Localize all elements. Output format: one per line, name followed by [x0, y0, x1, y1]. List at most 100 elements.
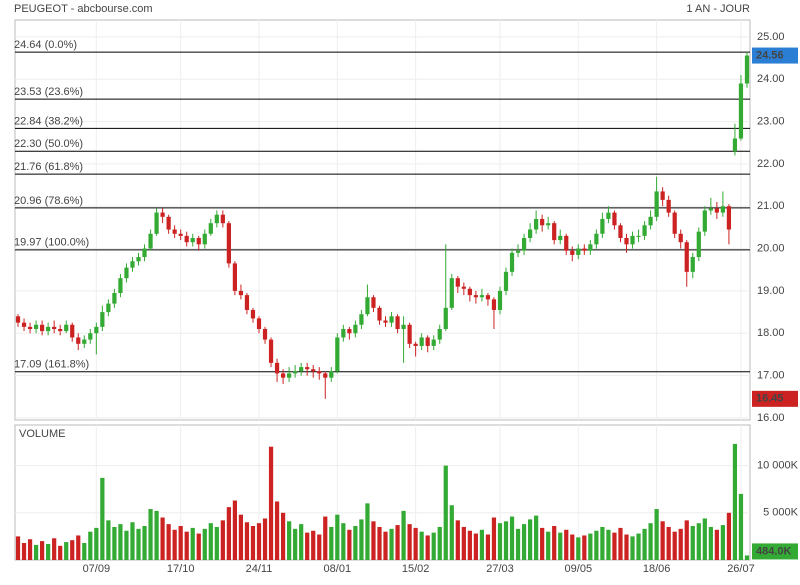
volume-bar	[455, 520, 460, 560]
y-tick-label: 20.00	[757, 242, 785, 254]
candle-body	[606, 212, 611, 219]
volume-bar	[184, 531, 189, 560]
candle-body	[491, 299, 497, 310]
candle-body	[323, 373, 328, 378]
y-tick-label: 17.00	[757, 369, 785, 381]
candle-body	[160, 212, 165, 217]
candle-body	[732, 138, 738, 152]
volume-bar	[130, 522, 135, 560]
volume-bar	[636, 533, 641, 560]
candle-body	[473, 295, 478, 298]
volume-bar	[732, 443, 738, 560]
candle-body	[702, 210, 707, 232]
candle-body	[148, 233, 153, 249]
candle-body	[190, 237, 195, 243]
x-tick-label: 17/10	[167, 563, 195, 575]
candle-body	[353, 324, 358, 334]
x-tick-label: 18/06	[643, 563, 671, 575]
period: 1 AN - JOUR	[686, 3, 750, 15]
volume-bar	[305, 532, 310, 560]
fib-label: 20.96 (78.6%)	[14, 195, 83, 207]
volume-bar	[317, 534, 322, 560]
candle-body	[317, 371, 322, 374]
volume-bar	[491, 517, 497, 560]
candle-body	[407, 324, 412, 344]
candle-body	[570, 250, 575, 255]
candle-body	[232, 263, 238, 291]
candle-body	[479, 295, 485, 298]
volume-bar	[166, 524, 171, 560]
candle-body	[262, 328, 268, 340]
volume-bar	[473, 533, 478, 560]
candle-body	[467, 288, 472, 296]
candle-body	[696, 231, 701, 258]
candle-body	[280, 373, 286, 378]
candle-body	[437, 328, 442, 340]
volume-bar	[280, 512, 286, 560]
candle-body	[624, 237, 629, 245]
candle-body	[359, 314, 364, 325]
last-price-label: 24.56	[756, 49, 784, 61]
candle-body	[21, 322, 27, 327]
candle-body	[118, 278, 123, 294]
candle-body	[371, 297, 376, 308]
candle-body	[142, 248, 147, 258]
volume-bar	[461, 526, 466, 560]
candle-body	[377, 307, 382, 321]
candle-body	[88, 333, 93, 340]
candle-body	[612, 212, 617, 226]
volume-bar	[582, 535, 587, 560]
candle-body	[136, 257, 141, 262]
volume-bar	[82, 543, 87, 560]
y-tick-label: 18.00	[757, 327, 785, 339]
volume-bar	[618, 527, 623, 560]
volume-bar	[413, 527, 418, 560]
candle-body	[40, 324, 45, 332]
candle-body	[166, 216, 171, 230]
candle-body	[208, 223, 213, 234]
candle-body	[672, 212, 677, 234]
candle-body	[588, 244, 593, 251]
candle-body	[15, 316, 21, 323]
volume-bar	[425, 535, 430, 560]
x-tick-label: 15/02	[402, 563, 430, 575]
candle-body	[94, 326, 99, 334]
candle-body	[558, 235, 563, 241]
candle-body	[540, 218, 545, 226]
volume-bar	[714, 529, 719, 560]
volume-bar	[148, 509, 153, 560]
x-tick-label: 07/09	[83, 563, 111, 575]
volume-bar	[666, 526, 671, 560]
fib-label: 23.53 (23.6%)	[14, 86, 83, 98]
volume-bar	[648, 523, 653, 560]
volume-bar	[696, 523, 701, 560]
candle-body	[503, 271, 509, 291]
x-tick-label: 26/07	[727, 563, 755, 575]
candle-body	[250, 309, 256, 319]
candle-body	[419, 337, 424, 346]
volume-bar	[142, 526, 147, 560]
volume-bar	[262, 518, 268, 560]
candle-body	[714, 208, 719, 213]
last-volume-box	[752, 543, 798, 560]
volume-bar	[419, 531, 424, 560]
volume-bar	[389, 528, 394, 560]
volume-bar	[100, 477, 105, 560]
volume-bar	[27, 539, 33, 560]
candle-body	[329, 371, 334, 378]
candle-body	[33, 324, 39, 329]
low-price-label: 16.45	[756, 393, 784, 405]
candle-body	[335, 337, 340, 372]
volume-bar	[244, 522, 250, 560]
candle-body	[521, 237, 527, 251]
volume-bar	[64, 542, 69, 560]
candle-body	[256, 318, 262, 329]
volume-label: VOLUME	[19, 428, 65, 440]
volume-bar	[383, 531, 388, 560]
candle-body	[509, 252, 515, 272]
y-tick-label: 16.00	[757, 412, 785, 424]
volume-bar	[503, 521, 509, 560]
fib-label: 19.97 (100.0%)	[14, 237, 89, 249]
volume-bar	[299, 524, 304, 560]
